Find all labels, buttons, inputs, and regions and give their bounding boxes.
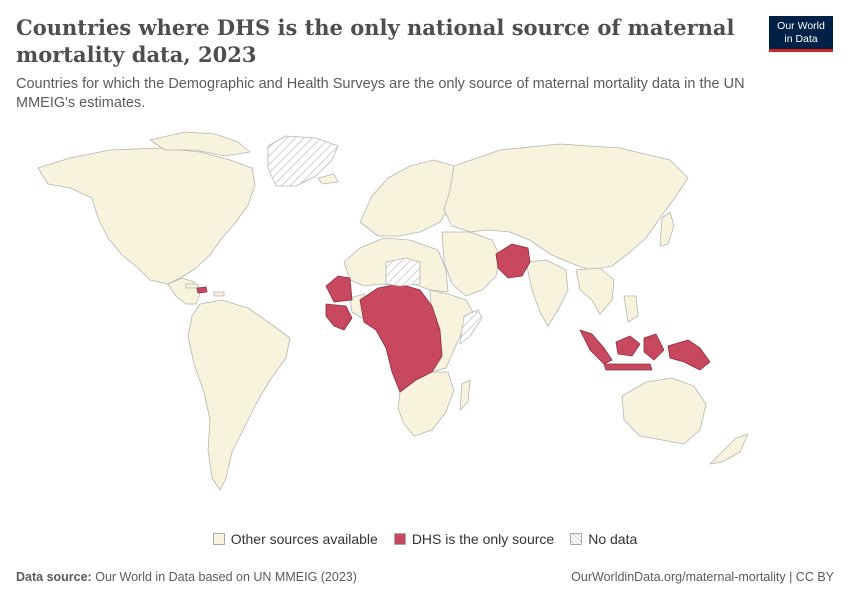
region-japan[interactable] [659, 211, 675, 247]
region-madagascar[interactable] [459, 379, 471, 411]
legend-swatch-dhs [393, 533, 406, 545]
legend-swatch-nodata [570, 533, 583, 545]
legend-label-dhs: DHS is the only source [411, 531, 555, 547]
region-indonesia-borneo[interactable] [615, 335, 641, 357]
source-label: Data source: [16, 570, 92, 584]
region-haiti[interactable] [196, 286, 208, 294]
legend-swatch-other [212, 533, 225, 545]
region-central-america[interactable] [167, 277, 201, 305]
region-afghanistan-pakistan[interactable] [495, 243, 531, 279]
region-india[interactable] [525, 259, 569, 327]
legend-item-other[interactable]: Other sources available [212, 531, 378, 547]
region-central-africa-dhs[interactable] [359, 283, 443, 393]
legend-label-other: Other sources available [230, 531, 378, 547]
region-west-africa-dhs[interactable] [325, 303, 353, 331]
region-canada-arctic[interactable] [149, 131, 251, 157]
region-russia-asia[interactable] [443, 143, 689, 271]
world-map[interactable] [0, 130, 850, 500]
footer: Data source: Our World in Data based on … [16, 570, 834, 584]
region-southeast-asia[interactable] [575, 267, 639, 323]
logo-line-1: Our World [777, 20, 825, 32]
region-australia[interactable] [621, 377, 707, 445]
region-libya[interactable] [385, 257, 421, 287]
source-text: Our World in Data based on UN MMEIG (202… [95, 570, 357, 584]
region-somalia[interactable] [459, 309, 483, 345]
legend: Other sources available DHS is the only … [0, 531, 850, 547]
region-north-america[interactable] [37, 147, 256, 285]
source-url-link[interactable]: OurWorldinData.org/maternal-mortality | … [571, 570, 834, 584]
chart-subtitle: Countries for which the Demographic and … [16, 76, 745, 111]
region-greenland[interactable] [267, 135, 339, 187]
owid-logo[interactable]: Our World in Data [769, 16, 833, 52]
region-iceland[interactable] [317, 173, 339, 185]
legend-item-nodata[interactable]: No data [570, 531, 637, 547]
region-mauritania[interactable] [325, 275, 353, 303]
region-indonesia-east[interactable] [603, 333, 665, 371]
data-source: Data source: Our World in Data based on … [16, 570, 357, 584]
logo-line-2: in Data [784, 33, 818, 45]
chart-title: Countries where DHS is the only national… [16, 15, 735, 67]
legend-item-dhs[interactable]: DHS is the only source [393, 531, 555, 547]
legend-label-nodata: No data [588, 531, 638, 547]
region-south-america[interactable] [187, 299, 291, 491]
region-papua[interactable] [667, 339, 711, 371]
region-europe[interactable] [359, 159, 459, 237]
region-middle-east[interactable] [441, 231, 501, 297]
region-indonesia-sumatra[interactable] [579, 329, 613, 365]
region-new-zealand[interactable] [709, 433, 749, 465]
